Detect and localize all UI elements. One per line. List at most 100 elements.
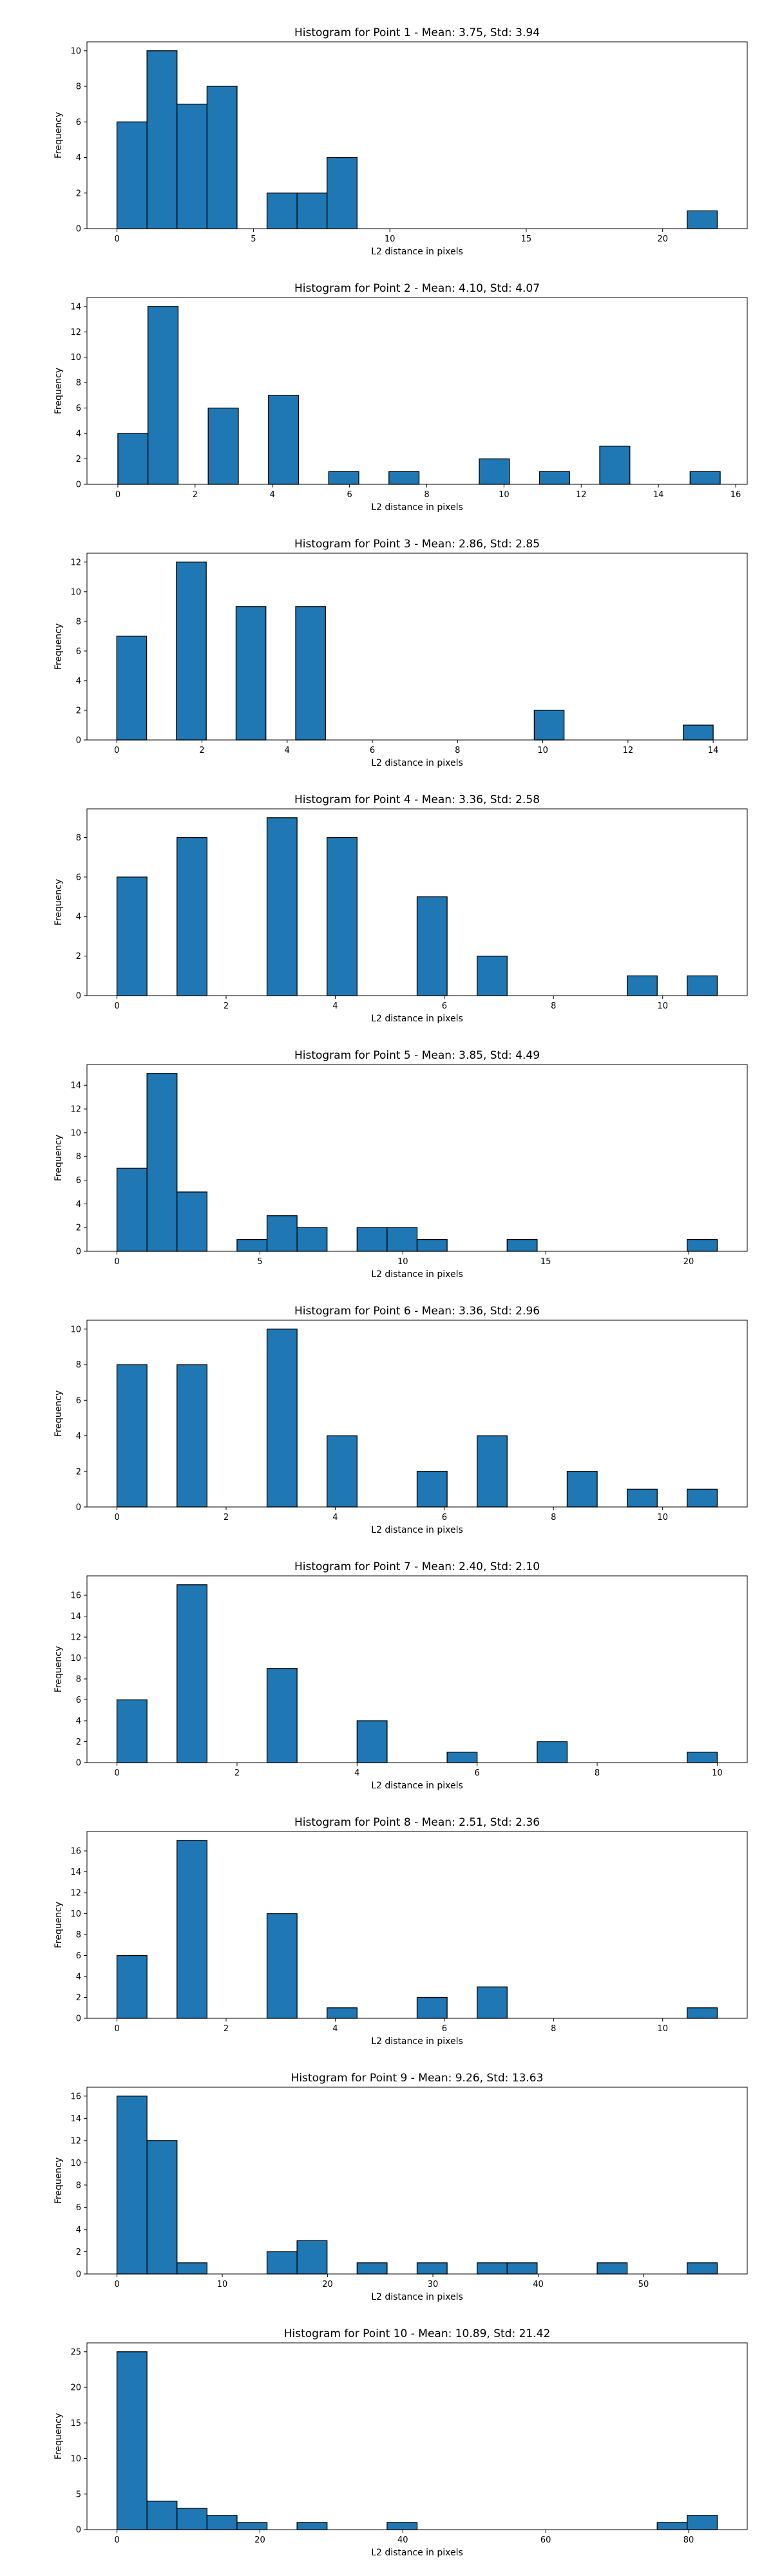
y-tick-label: 10 xyxy=(70,1325,81,1334)
histogram-bar xyxy=(177,104,208,229)
y-tick-label: 14 xyxy=(70,302,81,312)
x-tick-label: 15 xyxy=(540,1257,551,1267)
histogram-bar xyxy=(477,955,508,996)
chart-title: Histogram for Point 6 - Mean: 3.36, Std:… xyxy=(294,1305,540,1318)
histogram-bar xyxy=(599,446,631,485)
x-axis-label: L2 distance in pixels xyxy=(371,247,463,257)
chart-title: Histogram for Point 10 - Mean: 10.89, St… xyxy=(284,2327,551,2340)
chart-title: Histogram for Point 4 - Mean: 3.36, Std:… xyxy=(294,793,540,806)
plot-frame xyxy=(86,553,748,741)
y-tick-label: 4 xyxy=(76,153,81,163)
y-axis-label: Frequency xyxy=(53,623,64,670)
histogram-bar xyxy=(416,1471,448,1508)
y-axis-label: Frequency xyxy=(53,1646,64,1692)
y-tick-label: 6 xyxy=(76,1176,81,1186)
plot-frame xyxy=(86,808,748,996)
x-tick-label: 10 xyxy=(217,2280,228,2289)
plot-frame xyxy=(86,1064,748,1252)
y-tick-label: 0 xyxy=(76,736,81,746)
y-tick-label: 4 xyxy=(76,430,81,439)
histogram-bar xyxy=(177,1840,208,2019)
x-tick-label: 0 xyxy=(114,234,119,244)
y-tick-label: 4 xyxy=(76,2225,81,2235)
x-tick-label: 6 xyxy=(442,2024,447,2034)
x-tick-label: 8 xyxy=(455,746,460,755)
y-tick-label: 12 xyxy=(70,558,81,567)
x-tick-label: 2 xyxy=(193,490,198,500)
histogram-bar xyxy=(656,2522,688,2530)
histogram-bar xyxy=(206,2515,238,2530)
histogram-bar xyxy=(266,1668,298,1763)
histogram-bar xyxy=(177,2508,208,2530)
x-tick-label: 6 xyxy=(347,490,352,500)
x-tick-label: 50 xyxy=(638,2280,649,2289)
chart-title: Histogram for Point 2 - Mean: 4.10, Std:… xyxy=(294,282,540,295)
x-tick-label: 10 xyxy=(712,1768,723,1778)
histogram-bar xyxy=(477,2262,508,2275)
chart-title: Histogram for Point 3 - Mean: 2.86, Std:… xyxy=(294,538,540,551)
x-axis-label: L2 distance in pixels xyxy=(371,1014,463,1024)
histogram-panel-5: Histogram for Point 5 - Mean: 3.85, Std:… xyxy=(53,1049,748,1280)
histogram-panel-4: Histogram for Point 4 - Mean: 3.36, Std:… xyxy=(53,793,748,1024)
y-tick-label: 6 xyxy=(76,404,81,413)
x-tick-label: 0 xyxy=(114,1513,119,1522)
y-tick-label: 6 xyxy=(76,647,81,656)
histogram-bar xyxy=(416,896,448,996)
y-tick-label: 0 xyxy=(76,1503,81,1513)
histogram-bar xyxy=(537,1741,568,1763)
histogram-bar xyxy=(687,2515,718,2530)
y-tick-label: 0 xyxy=(76,1247,81,1257)
histogram-bar xyxy=(416,1238,448,1252)
y-tick-label: 5 xyxy=(76,2490,81,2499)
x-tick-label: 5 xyxy=(257,1257,262,1267)
plot-frame xyxy=(86,1575,748,1763)
histogram-panel-3: Histogram for Point 3 - Mean: 2.86, Std:… xyxy=(53,538,748,768)
y-tick-label: 8 xyxy=(76,379,81,388)
x-tick-label: 20 xyxy=(657,234,668,244)
histogram-bar xyxy=(116,121,148,229)
x-tick-label: 0 xyxy=(114,2280,119,2289)
x-tick-label: 8 xyxy=(424,490,429,500)
x-tick-label: 10 xyxy=(397,1257,408,1267)
y-tick-label: 10 xyxy=(70,1128,81,1138)
histogram-bar xyxy=(268,395,300,485)
y-axis-label: Frequency xyxy=(53,879,64,925)
y-tick-label: 10 xyxy=(70,46,81,56)
x-tick-label: 12 xyxy=(576,490,587,500)
y-tick-label: 4 xyxy=(76,1432,81,1441)
y-tick-label: 0 xyxy=(76,2014,81,2024)
histogram-bar xyxy=(116,2096,148,2275)
x-tick-label: 2 xyxy=(224,1001,229,1011)
x-tick-label: 30 xyxy=(428,2280,439,2289)
x-tick-label: 4 xyxy=(354,1768,359,1778)
y-tick-label: 8 xyxy=(76,1152,81,1162)
histogram-bar xyxy=(687,1238,718,1252)
histogram-panel-2: Histogram for Point 2 - Mean: 4.10, Std:… xyxy=(53,282,748,513)
x-tick-label: 6 xyxy=(442,1513,447,1522)
histogram-bar xyxy=(506,2262,538,2275)
y-tick-label: 6 xyxy=(76,118,81,128)
histogram-bar xyxy=(236,1238,268,1252)
histogram-panel-9: Histogram for Point 9 - Mean: 9.26, Std:… xyxy=(53,2072,748,2302)
histogram-bar xyxy=(235,606,267,741)
y-tick-label: 16 xyxy=(70,1847,81,1857)
plot-frame xyxy=(86,41,748,229)
histogram-bar xyxy=(117,433,149,485)
histogram-bar xyxy=(328,471,359,485)
histogram-bar xyxy=(687,210,718,229)
histogram-bar xyxy=(416,1996,448,2019)
histogram-bar xyxy=(236,2522,268,2530)
x-tick-label: 40 xyxy=(397,2535,408,2545)
histogram-bar xyxy=(207,407,239,485)
histogram-bar xyxy=(296,1227,328,1252)
histogram-bar xyxy=(566,1471,598,1508)
histogram-bar xyxy=(176,562,207,741)
histogram-bar xyxy=(626,1488,658,1508)
y-axis-label: Frequency xyxy=(53,1135,64,1181)
y-tick-label: 12 xyxy=(70,2136,81,2146)
x-tick-label: 15 xyxy=(521,234,532,244)
x-axis-label: L2 distance in pixels xyxy=(371,758,463,768)
x-tick-label: 12 xyxy=(623,746,634,755)
histogram-bar xyxy=(146,2140,178,2275)
y-tick-label: 8 xyxy=(76,617,81,627)
